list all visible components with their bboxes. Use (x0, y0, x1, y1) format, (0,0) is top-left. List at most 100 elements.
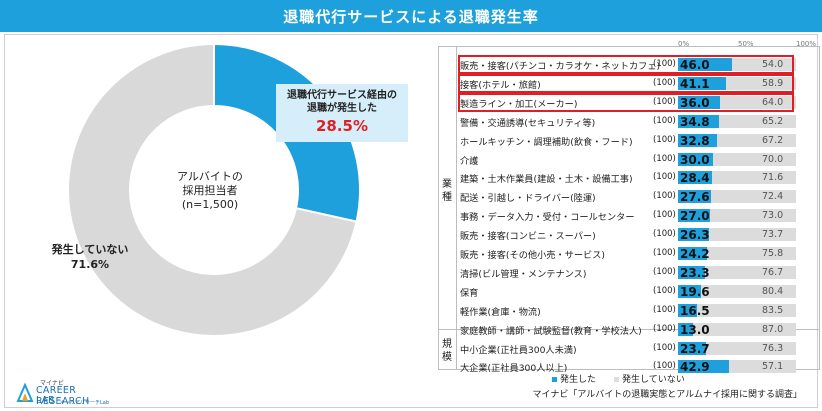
not-occurred-label-text: 発生していない (51, 243, 129, 256)
bar-occurred-value: 34.8 (680, 114, 710, 129)
logo-line2: LAB (36, 395, 55, 406)
occurred-callout-line1: 退職代行サービス経由の (287, 90, 397, 101)
bar-row-n: (100) (653, 77, 676, 88)
bar-not-occurred-value: 64.0 (762, 96, 784, 108)
bar-row-n: (100) (653, 172, 676, 183)
bar-occurred-value: 24.2 (680, 247, 710, 261)
legend: 発生した 発生していない (552, 372, 685, 385)
category-column (438, 46, 457, 370)
bar-row-label: 清掃(ビル管理・メンテナンス) (460, 268, 587, 280)
bar-row-label: 建築・土木作業員(建設・土木・設備工事) (460, 174, 633, 186)
bar-row-label: 配送・引越し・ドライバー(陸運) (460, 193, 596, 205)
category-divider (438, 329, 820, 330)
bar-occurred-value: 46.0 (680, 58, 710, 72)
bar-row: 事務・データ入力・受付・コールセンター (100) 27.0 73.0 (458, 207, 798, 224)
bar-not-occurred-value: 80.4 (762, 285, 784, 297)
bar-row: 接客(ホテル・旅館) (100) 41.1 58.9 (458, 75, 798, 92)
bar-occurred-value: 27.6 (680, 190, 710, 205)
bar-row-n: (100) (653, 361, 676, 372)
bar-row-n: (100) (653, 115, 676, 126)
bar-occurred (678, 190, 711, 204)
bar-row: 大企業(正社員300人以上) (100) 42.9 57.1 (458, 358, 798, 375)
bar-row-label: 接客(ホテル・旅館) (460, 79, 541, 91)
chart-panel (4, 34, 818, 408)
bar-not-occurred-value: 72.4 (762, 191, 784, 203)
bar-not-occurred (701, 284, 796, 298)
donut-center-label: アルバイトの 採用担当者 (n=1,500) (155, 170, 265, 212)
legend-occurred-text: 発生した (560, 375, 597, 385)
highlight-box (458, 55, 794, 74)
scale-label-50: 50% (738, 40, 754, 48)
bar-occurred (678, 228, 710, 242)
page-title: 退職代行サービスによる退職発生率 (0, 0, 822, 32)
bar-occurred (678, 171, 712, 185)
bar-row: 家庭教師・講師・試験監督(教育・学校法人) (100) 13.0 87.0 (458, 321, 798, 338)
logo-line1: CAREER RESEARCH (36, 385, 90, 407)
bar-row-n: (100) (653, 323, 676, 334)
bar-row-label: 事務・データ入力・受付・コールセンター (460, 212, 635, 224)
bar-row: 清掃(ビル管理・メンテナンス) (100) 23.3 76.7 (458, 264, 798, 281)
not-occurred-label: 発生していない 71.6% (40, 242, 140, 272)
bar-row-n: (100) (653, 229, 676, 240)
bar-occurred (678, 58, 733, 71)
bar-row-label: 大企業(正社員300人以上) (460, 363, 568, 375)
bar-row: 配送・引越し・ドライバー(陸運) (100) 27.6 72.4 (458, 188, 798, 205)
bar-row-label: 販売・接客(コンビニ・スーパー) (460, 231, 596, 243)
bar-row-label: 販売・接客(パチンコ・カラオケ・ネットカフェ) (460, 61, 661, 72)
bar-occurred (678, 152, 714, 166)
bar-row-n: (100) (653, 304, 676, 315)
bar-row-label: ホールキッチン・調理補助(飲食・フード) (460, 136, 633, 148)
bar-not-occurred-value: 71.6 (762, 172, 784, 184)
bar-not-occurred (710, 190, 796, 204)
legend-swatch-not-occurred (614, 377, 620, 382)
bar-not-occurred-value: 58.9 (762, 77, 784, 89)
logo-mark-icon (16, 382, 34, 402)
bar-row-label: 製造ライン・加工(メーカー) (460, 98, 578, 110)
bar-row-n: (100) (653, 134, 676, 145)
bar-not-occurred (706, 247, 796, 260)
bar-row: 警備・交通誘導(セキュリティ等) (100) 34.8 65.2 (458, 113, 798, 130)
scale-label-100: 100% (796, 40, 817, 48)
bar-not-occurred-value: 73.7 (762, 229, 784, 241)
bar-row-label: 販売・接客(その他小売・サービス) (460, 250, 605, 261)
bar-not-occurred-value: 87.0 (762, 323, 784, 335)
bar-occurred (678, 341, 706, 355)
bar-row: 製造ライン・加工(メーカー) (100) 36.0 64.0 (458, 94, 798, 111)
career-research-lab-logo: マイナビ CAREER RESEARCH LAB キャリアリサーチLab (16, 378, 126, 407)
bar-row: 軽作業(倉庫・物流) (100) 16.5 83.5 (458, 302, 798, 319)
bar-row: 介護 (100) 30.0 70.0 (458, 151, 798, 168)
bar-not-occurred (713, 152, 796, 166)
not-occurred-percent: 71.6% (70, 258, 110, 271)
bar-occurred-value: 36.0 (680, 95, 710, 110)
bar-row-n: (100) (653, 266, 676, 277)
source-note: マイナビ「アルバイトの退職実態とアルムナイ採用に関する調査」 (532, 390, 802, 400)
bar-not-occurred (732, 58, 796, 71)
bar-occurred (678, 303, 698, 317)
bar-not-occurred (705, 265, 796, 279)
bar-row-n: (100) (653, 342, 676, 353)
legend-swatch-occurred (552, 377, 557, 382)
bar-occurred-value: 23.3 (680, 265, 710, 280)
bar-row-n: (100) (653, 59, 676, 69)
bar-occurred-value: 30.0 (680, 152, 710, 167)
bar-not-occurred (728, 360, 796, 374)
bar-row-label: 中小企業(正社員300人未満) (460, 344, 577, 356)
occurred-callout: 退職代行サービス経由の 退職が発生した 28.5% (276, 84, 408, 142)
bar-row-label: 家庭教師・講師・試験監督(教育・学校法人) (460, 325, 642, 337)
size-group-label: 規模 (440, 338, 454, 364)
center-label-line1: アルバイトの (177, 170, 243, 183)
highlight-box (458, 73, 794, 93)
logo-brand-small: マイナビ (40, 380, 64, 387)
size-group-text: 規模 (442, 339, 452, 363)
bar-row-label: 軽作業(倉庫・物流) (460, 306, 541, 318)
bar-occurred-value: 28.4 (680, 171, 710, 186)
bar-row-label: 保育 (460, 287, 479, 299)
bar-not-occurred-value: 54.0 (762, 59, 784, 70)
legend-not-occurred-text: 発生していない (622, 375, 685, 385)
bar-not-occurred-value: 70.0 (762, 153, 784, 165)
bar-occurred (678, 322, 694, 336)
legend-occurred: 発生した (552, 372, 596, 385)
bar-occurred-value: 19.6 (680, 284, 710, 299)
bar-row: 建築・土木作業員(建設・土木・設備工事) (100) 28.4 71.6 (458, 169, 798, 186)
highlight-box (458, 92, 794, 112)
